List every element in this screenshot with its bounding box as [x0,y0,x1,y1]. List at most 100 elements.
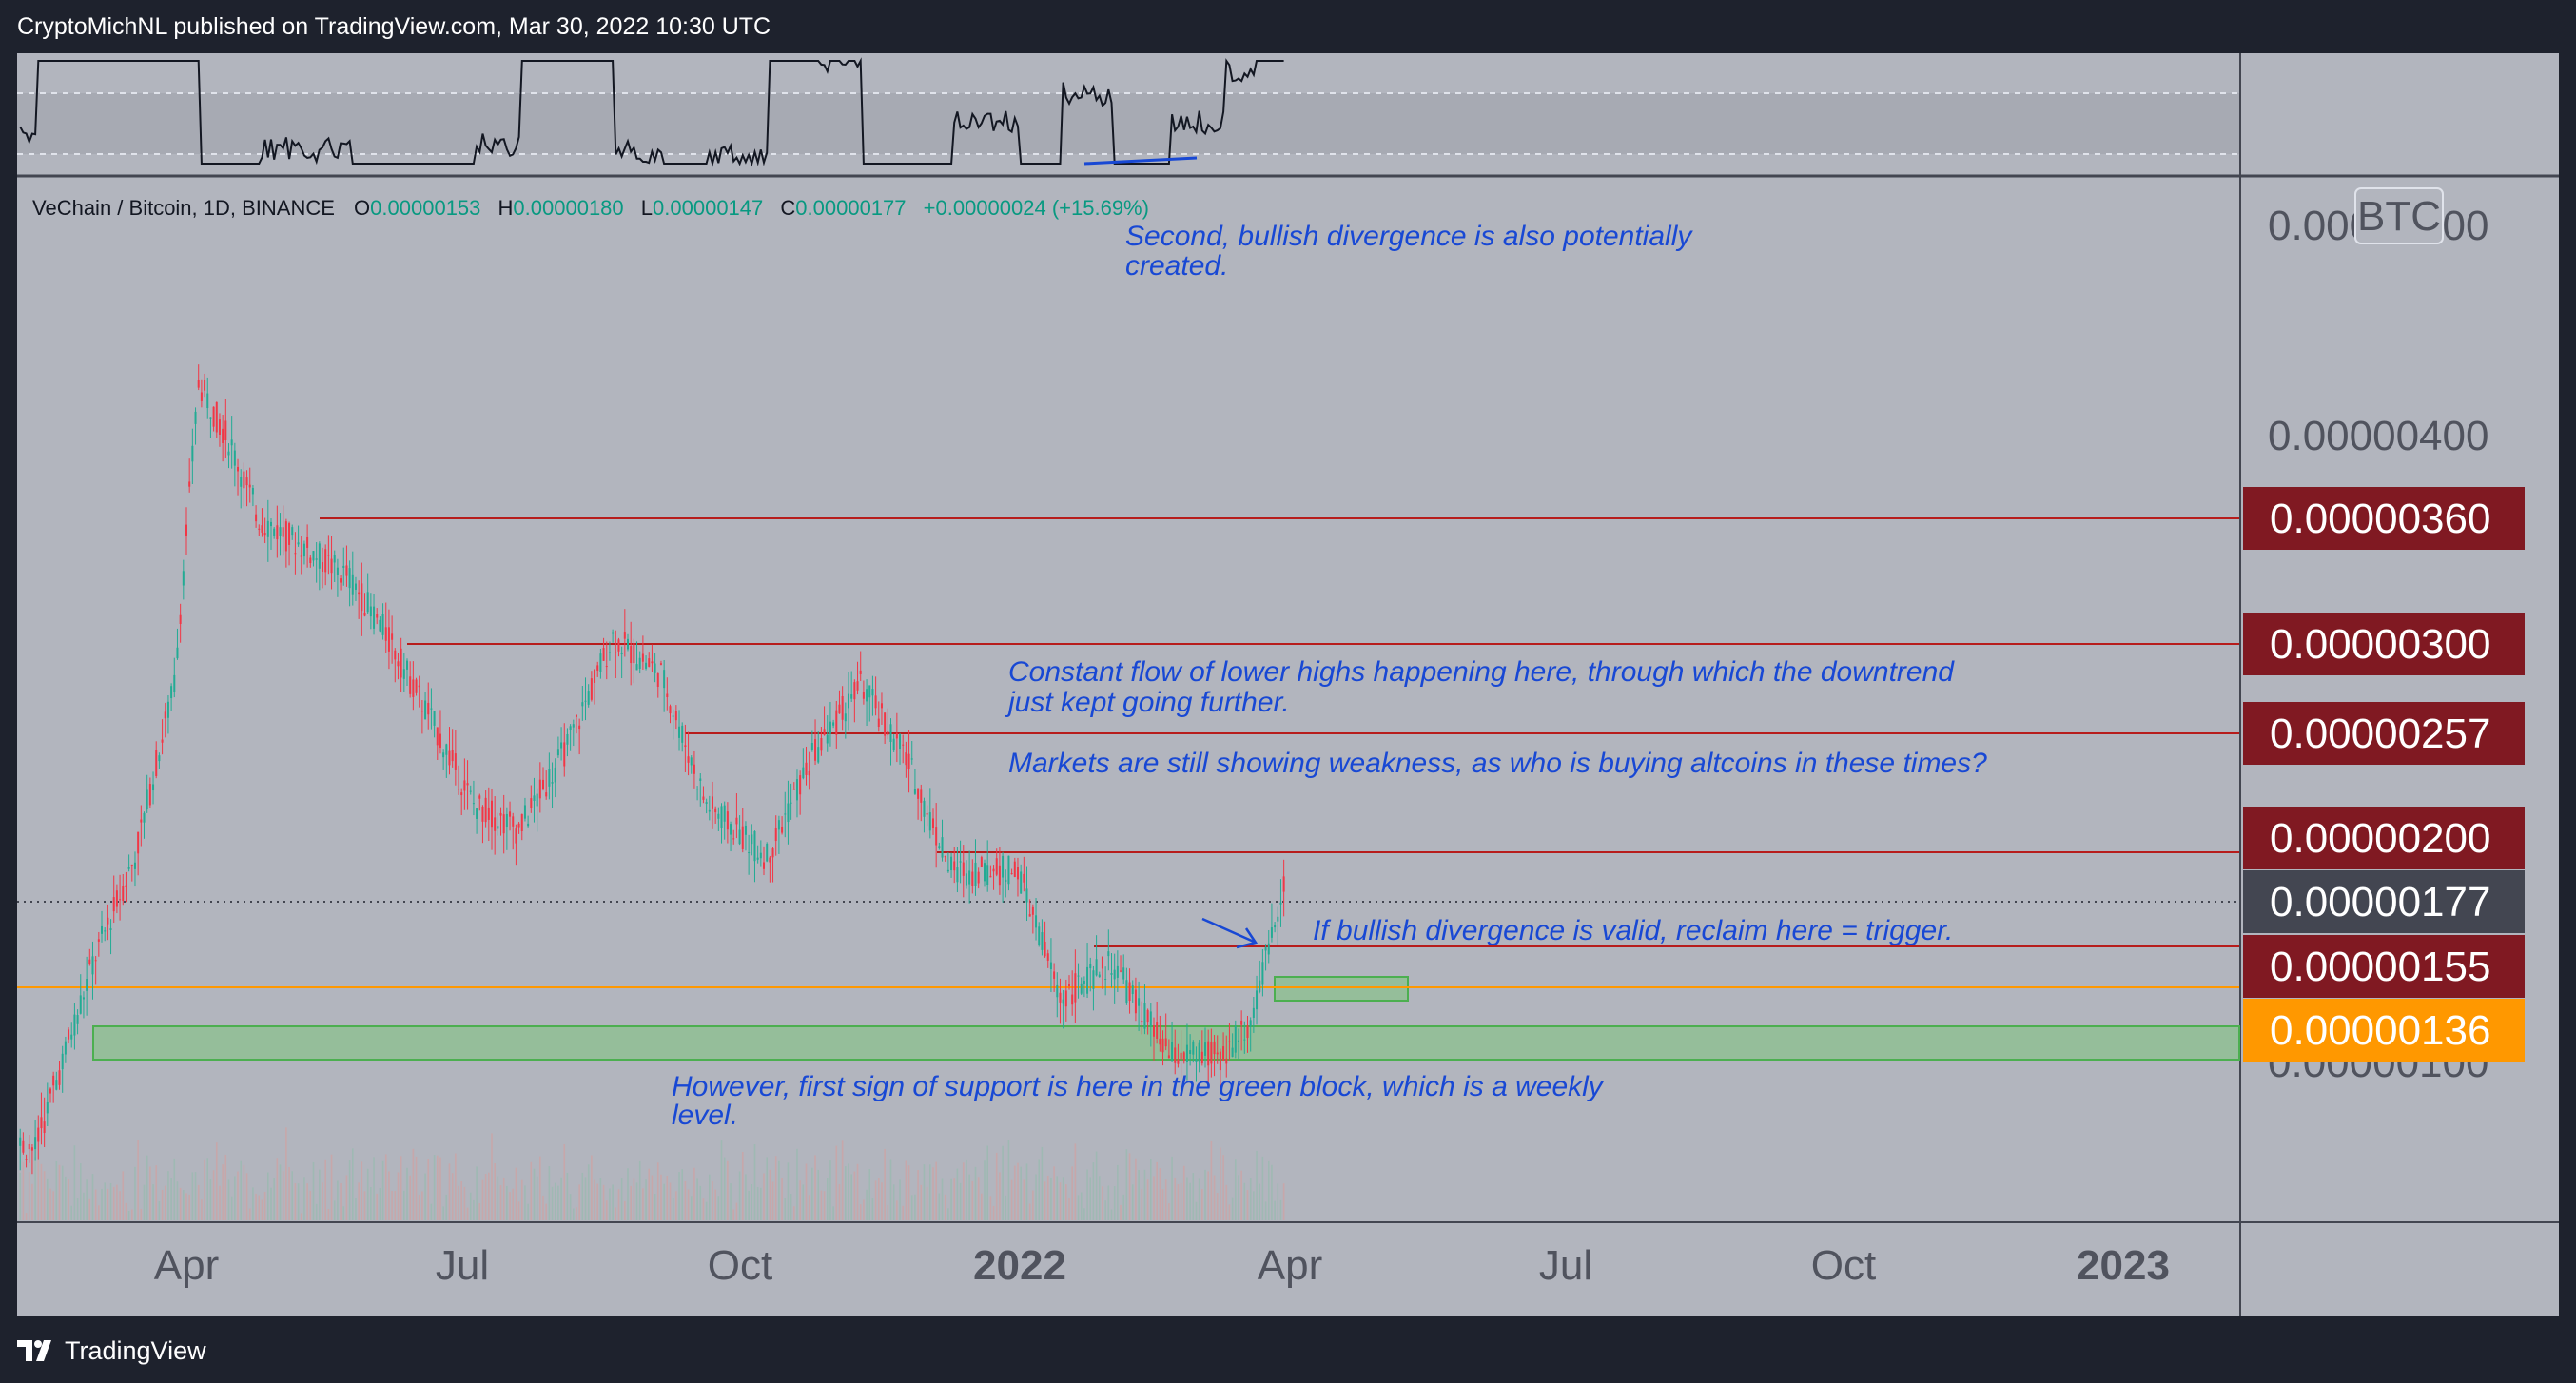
volume-bar [962,1162,965,1220]
candle-body [853,682,856,700]
volume-bar [675,1191,677,1220]
candle-body [533,795,536,801]
volume-bar [73,1145,76,1220]
volume-bar [1095,1151,1098,1220]
volume-bar [1198,1178,1200,1220]
volume-bar [802,1184,805,1220]
volume-bar [941,1178,944,1220]
volume-bar [381,1160,384,1220]
candle-body [463,780,466,791]
time-scale[interactable] [17,1223,2559,1316]
candle-body [656,673,659,687]
candle-body [823,729,826,735]
candle-body [158,755,161,762]
candle-body [787,803,790,823]
volume-bar [406,1167,408,1220]
volume-bar [863,1199,865,1220]
volume-bar [127,1210,130,1220]
candle-body [49,1088,51,1094]
currency-badge[interactable]: BTC [2354,187,2444,244]
candle-body [400,648,402,678]
volume-bar [1213,1175,1216,1220]
candle-body [397,661,400,667]
volume-bar [79,1163,82,1220]
candle-body [240,477,243,487]
svg-text:BTC: BTC [2357,193,2441,240]
annotation-divergence-line-1: Second, bullish divergence is also poten… [1125,221,1693,252]
tradingview-logo[interactable]: TradingView [17,1334,206,1368]
price-tag-current[interactable]: 0.00000177 [2243,870,2525,933]
volume-bar [361,1161,363,1220]
volume-bar [678,1172,680,1220]
volume-bar [651,1175,654,1220]
volume-bar [524,1185,526,1220]
candle-body [756,857,759,860]
small-support-zone [1274,976,1409,1002]
candle-body [333,555,336,563]
volume-bar [263,1191,266,1220]
candle-body [442,752,445,758]
volume-bar [137,1140,139,1220]
price-tag-360[interactable]: 0.00000360 [2243,487,2525,550]
candle-body [799,775,802,795]
price-tag-257[interactable]: 0.00000257 [2243,702,2525,765]
legend-close-label: C [780,196,795,220]
candle-body [917,788,920,799]
volume-bar [966,1159,967,1220]
price-tag-200[interactable]: 0.00000200 [2243,807,2525,869]
candle-body [237,466,240,472]
volume-bar [1210,1140,1213,1220]
candle-body [494,817,497,831]
volume-bar [620,1178,623,1220]
volume-bar [841,1140,844,1220]
candle-body [590,678,593,700]
candle-body [1219,1051,1221,1071]
volume-bar [451,1173,454,1220]
candle-body [342,565,345,568]
volume-bar [850,1174,852,1220]
candle-body [306,536,309,548]
candle-body [790,802,792,804]
candle-body [1225,1058,1228,1064]
volume-bar [1164,1179,1167,1220]
volume-bar [947,1208,949,1220]
volume-bar [944,1194,946,1220]
candle-body [43,1121,46,1133]
price-tag-300[interactable]: 0.00000300 [2243,613,2525,675]
candle-body [436,727,439,746]
candle-body [902,744,905,746]
volume-bar [49,1188,51,1220]
candle-body [466,783,469,786]
volume-bar [1131,1184,1134,1220]
volume-bar [140,1208,143,1220]
volume-bar [403,1190,405,1220]
volume-bar [267,1172,269,1220]
volume-bar [1122,1194,1125,1220]
candle-body [545,792,548,797]
price-tag-136[interactable]: 0.00000136 [2243,999,2525,1062]
volume-bar [892,1184,895,1220]
price-tag-155[interactable]: 0.00000155 [2243,935,2525,998]
volume-bar [1025,1163,1028,1220]
volume-bar [594,1179,595,1220]
volume-bar [436,1155,439,1220]
volume-bar [1117,1164,1119,1220]
volume-bar [1059,1182,1062,1220]
volume-bar [838,1183,841,1220]
candle-body [58,1070,61,1085]
volume-bar [466,1207,469,1220]
volume-bar [230,1196,233,1220]
candle-body [569,726,572,730]
candle-body [40,1117,43,1129]
volume-bar [999,1172,1001,1220]
candle-body [206,393,209,409]
candle-body [877,718,880,728]
candle-body [866,689,868,702]
candles [19,364,1285,1175]
candle-body [838,704,841,714]
candle-body [766,844,769,862]
candle-body [980,857,983,867]
volume-bar [781,1178,783,1220]
volume-bar [101,1188,103,1220]
